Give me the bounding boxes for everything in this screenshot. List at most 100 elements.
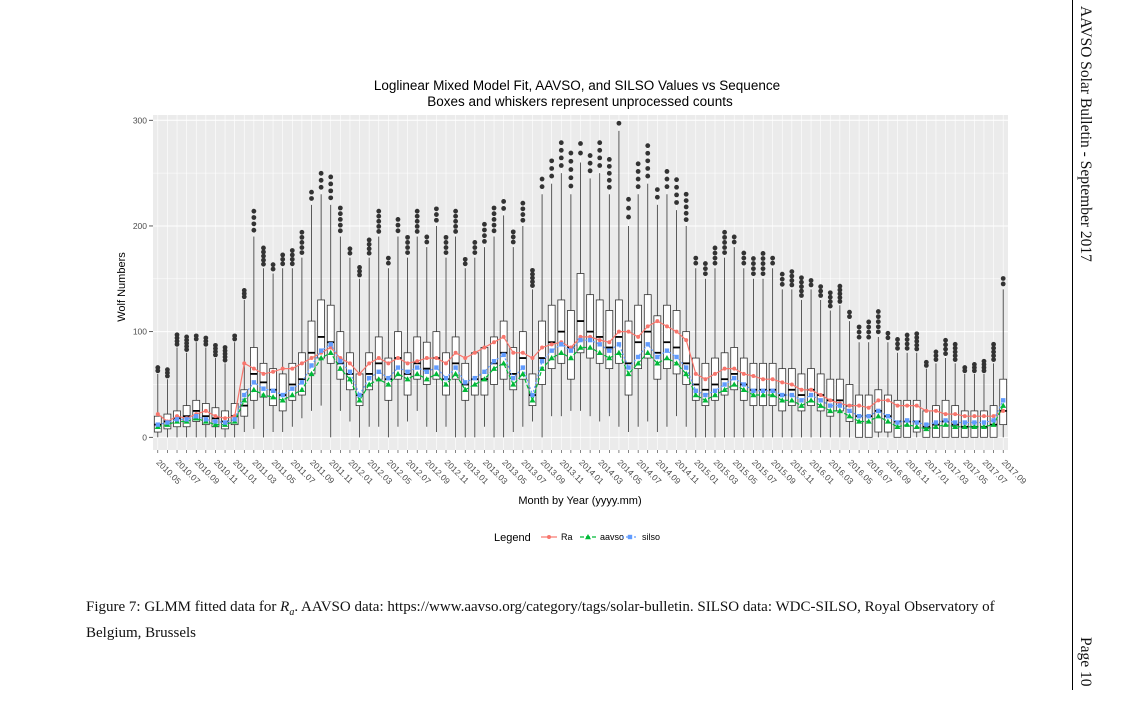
- outlier-point: [895, 337, 900, 342]
- outlier-point: [971, 362, 977, 367]
- outlier-point: [472, 250, 478, 255]
- y-tick-label: 0: [142, 432, 147, 442]
- outlier-point: [760, 251, 766, 256]
- outlier-point: [933, 357, 939, 362]
- point-aavso: [846, 413, 853, 419]
- point-ra: [424, 356, 429, 361]
- outlier-point: [289, 248, 295, 253]
- outlier-point: [433, 212, 439, 217]
- outlier-point: [635, 184, 641, 190]
- outlier-point: [597, 155, 603, 161]
- point-silso: [770, 388, 775, 394]
- box-2015.04: [720, 229, 729, 438]
- point-silso: [366, 375, 372, 381]
- outlier-point: [472, 245, 478, 250]
- outlier-point: [491, 205, 497, 211]
- point-ra: [857, 403, 862, 408]
- outlier-point: [751, 266, 756, 272]
- outlier-point: [943, 337, 948, 343]
- point-ra: [261, 371, 266, 376]
- outlier-point: [462, 261, 468, 267]
- outlier-point: [453, 229, 459, 234]
- point-ra: [520, 350, 525, 355]
- outlier-point: [366, 246, 372, 252]
- point-ra: [386, 361, 391, 366]
- point-silso: [780, 392, 785, 398]
- chart: Loglinear Mixed Model Fit, AAVSO, and SI…: [116, 78, 1029, 544]
- y-axis: 0 100 200 300: [133, 115, 153, 442]
- legend-item-Ra: Ra: [541, 532, 573, 542]
- box-iqr: [269, 368, 277, 407]
- box-2010.09: [192, 333, 201, 438]
- point-aavso: [750, 392, 757, 398]
- point-silso: [751, 388, 756, 394]
- box-iqr: [682, 331, 691, 385]
- point-aavso: [443, 381, 450, 387]
- outlier-point: [376, 208, 382, 214]
- point-silso: [635, 354, 641, 360]
- outlier-point: [462, 256, 468, 262]
- point-aavso: [462, 386, 469, 392]
- point-silso: [607, 348, 612, 353]
- point-aavso: [702, 397, 709, 403]
- point-ra: [847, 403, 852, 408]
- point-ra: [242, 361, 247, 366]
- point-ra: [540, 345, 545, 350]
- point-silso: [837, 403, 843, 408]
- outlier-point: [866, 319, 872, 325]
- outlier-point: [491, 222, 497, 228]
- outlier-point: [875, 324, 881, 330]
- outlier-point: [722, 234, 728, 240]
- legend-marker: [547, 535, 551, 539]
- outlier-point: [760, 266, 766, 272]
- outlier-point: [318, 184, 324, 190]
- outlier-point: [376, 213, 382, 219]
- outlier-point: [645, 158, 651, 164]
- outlier-point: [405, 245, 410, 250]
- caption-text: . AAVSO data: https://www.aavso.org/cate…: [86, 599, 995, 641]
- point-ra: [818, 393, 823, 398]
- outlier-point: [232, 333, 238, 339]
- outlier-point: [914, 346, 920, 352]
- box-iqr: [278, 373, 287, 412]
- point-aavso: [769, 392, 776, 398]
- outlier-point: [568, 183, 574, 189]
- point-silso: [414, 365, 420, 370]
- box-iqr: [499, 320, 508, 380]
- outlier-point: [722, 250, 728, 255]
- box-iqr: [326, 304, 335, 364]
- outlier-point: [645, 173, 651, 179]
- point-ra: [367, 361, 372, 366]
- outlier-point: [289, 252, 295, 258]
- box-iqr: [605, 310, 614, 370]
- outlier-point: [453, 213, 459, 219]
- point-aavso: [327, 349, 334, 355]
- point-silso: [847, 408, 852, 414]
- box-iqr: [538, 320, 546, 385]
- point-aavso: [683, 370, 690, 377]
- box-2011.05: [269, 262, 277, 433]
- outlier-point: [808, 282, 814, 288]
- point-silso: [453, 365, 458, 370]
- point-aavso: [337, 365, 344, 371]
- box-2015.10: [778, 271, 787, 438]
- box-iqr: [365, 352, 374, 391]
- box-2015.03: [711, 245, 719, 438]
- outlier-point: [549, 158, 555, 164]
- box-iqr: [519, 331, 527, 380]
- box-2013.02: [470, 240, 479, 438]
- page-number: Page 10: [1077, 637, 1094, 687]
- point-silso: [674, 354, 679, 360]
- outlier-point: [222, 345, 228, 350]
- outlier-point: [991, 357, 996, 362]
- chart-title: Loglinear Mixed Model Fit, AAVSO, and SI…: [374, 78, 780, 93]
- point-aavso: [606, 355, 613, 361]
- point-ra: [828, 398, 833, 403]
- outlier-point: [549, 173, 555, 179]
- box-2014.02: [586, 153, 594, 417]
- outlier-point: [962, 365, 968, 370]
- outlier-point: [395, 217, 401, 222]
- point-ra: [472, 350, 477, 355]
- box-2016.10: [893, 337, 902, 438]
- y-tick-label: 300: [133, 115, 147, 125]
